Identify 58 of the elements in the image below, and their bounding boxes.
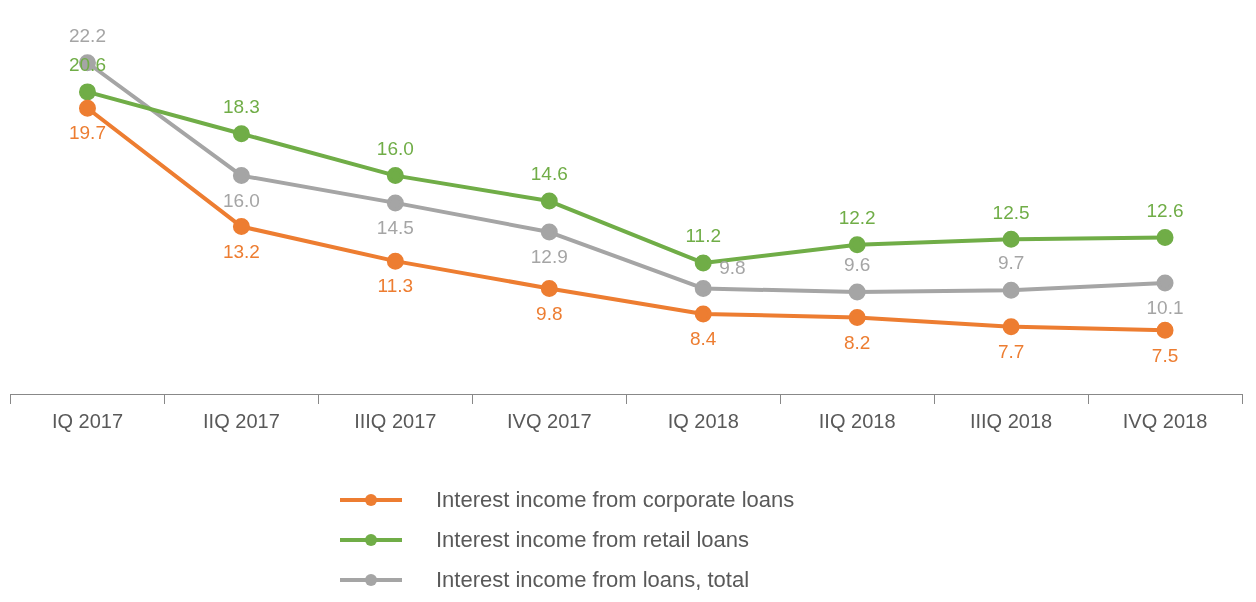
point [1002, 230, 1020, 248]
legend-label: Interest income from loans, total [436, 567, 750, 593]
point [540, 192, 558, 210]
point [848, 236, 866, 254]
point [1156, 321, 1174, 339]
data-label: 14.6 [530, 163, 568, 185]
data-label: 20.6 [68, 54, 106, 76]
data-label: 18.3 [222, 95, 260, 117]
x-tick-label: IQ 2018 [667, 409, 739, 432]
data-label: 9.6 [843, 254, 871, 276]
point [1002, 318, 1020, 336]
point [694, 305, 712, 323]
point [1156, 228, 1174, 246]
data-label: 9.8 [536, 302, 563, 324]
data-label: 7.5 [1151, 344, 1179, 366]
data-label: 8.2 [843, 331, 871, 353]
point [232, 218, 250, 236]
data-label: 11.2 [685, 225, 722, 247]
x-tick-label: IVQ 2018 [1122, 409, 1208, 432]
point [694, 254, 712, 272]
point [848, 283, 866, 301]
point [232, 167, 250, 185]
point [1156, 274, 1174, 292]
legend-label: Interest income from retail loans [436, 527, 750, 553]
data-label: 9.7 [997, 252, 1025, 274]
data-label: 8.4 [690, 328, 717, 350]
data-label: 11.3 [377, 275, 414, 297]
data-label: 14.5 [376, 217, 414, 239]
point [78, 99, 96, 117]
x-tick-label: IIIQ 2017 [354, 409, 437, 432]
x-tick-label: IIQ 2018 [818, 409, 896, 432]
data-label: 9.8 [719, 256, 746, 278]
point [386, 167, 404, 185]
data-label: 12.2 [838, 206, 876, 228]
point [1002, 281, 1020, 299]
point [232, 125, 250, 143]
point [540, 279, 558, 297]
data-label: 7.7 [997, 340, 1025, 362]
point [694, 279, 712, 297]
x-tick-label: IIIQ 2018 [969, 409, 1053, 432]
point [848, 309, 866, 327]
x-tick-label: IQ 2017 [51, 409, 124, 432]
x-tick-label: IVQ 2017 [507, 409, 592, 432]
data-label: 16.0 [222, 189, 260, 211]
data-label: 10.1 [1146, 297, 1184, 319]
data-label: 16.0 [376, 137, 414, 159]
data-label: 22.2 [68, 24, 106, 46]
point [540, 223, 558, 241]
data-label: 13.2 [222, 240, 260, 262]
point [386, 194, 404, 212]
data-label: 19.7 [68, 122, 106, 144]
data-label: 12.5 [992, 201, 1030, 223]
point [78, 83, 96, 101]
legend-label: Interest income from corporate loans [436, 487, 795, 513]
point [386, 252, 404, 270]
data-label: 12.9 [530, 246, 568, 268]
data-label: 12.6 [1146, 199, 1184, 221]
x-tick-label: IIQ 2017 [203, 409, 280, 432]
